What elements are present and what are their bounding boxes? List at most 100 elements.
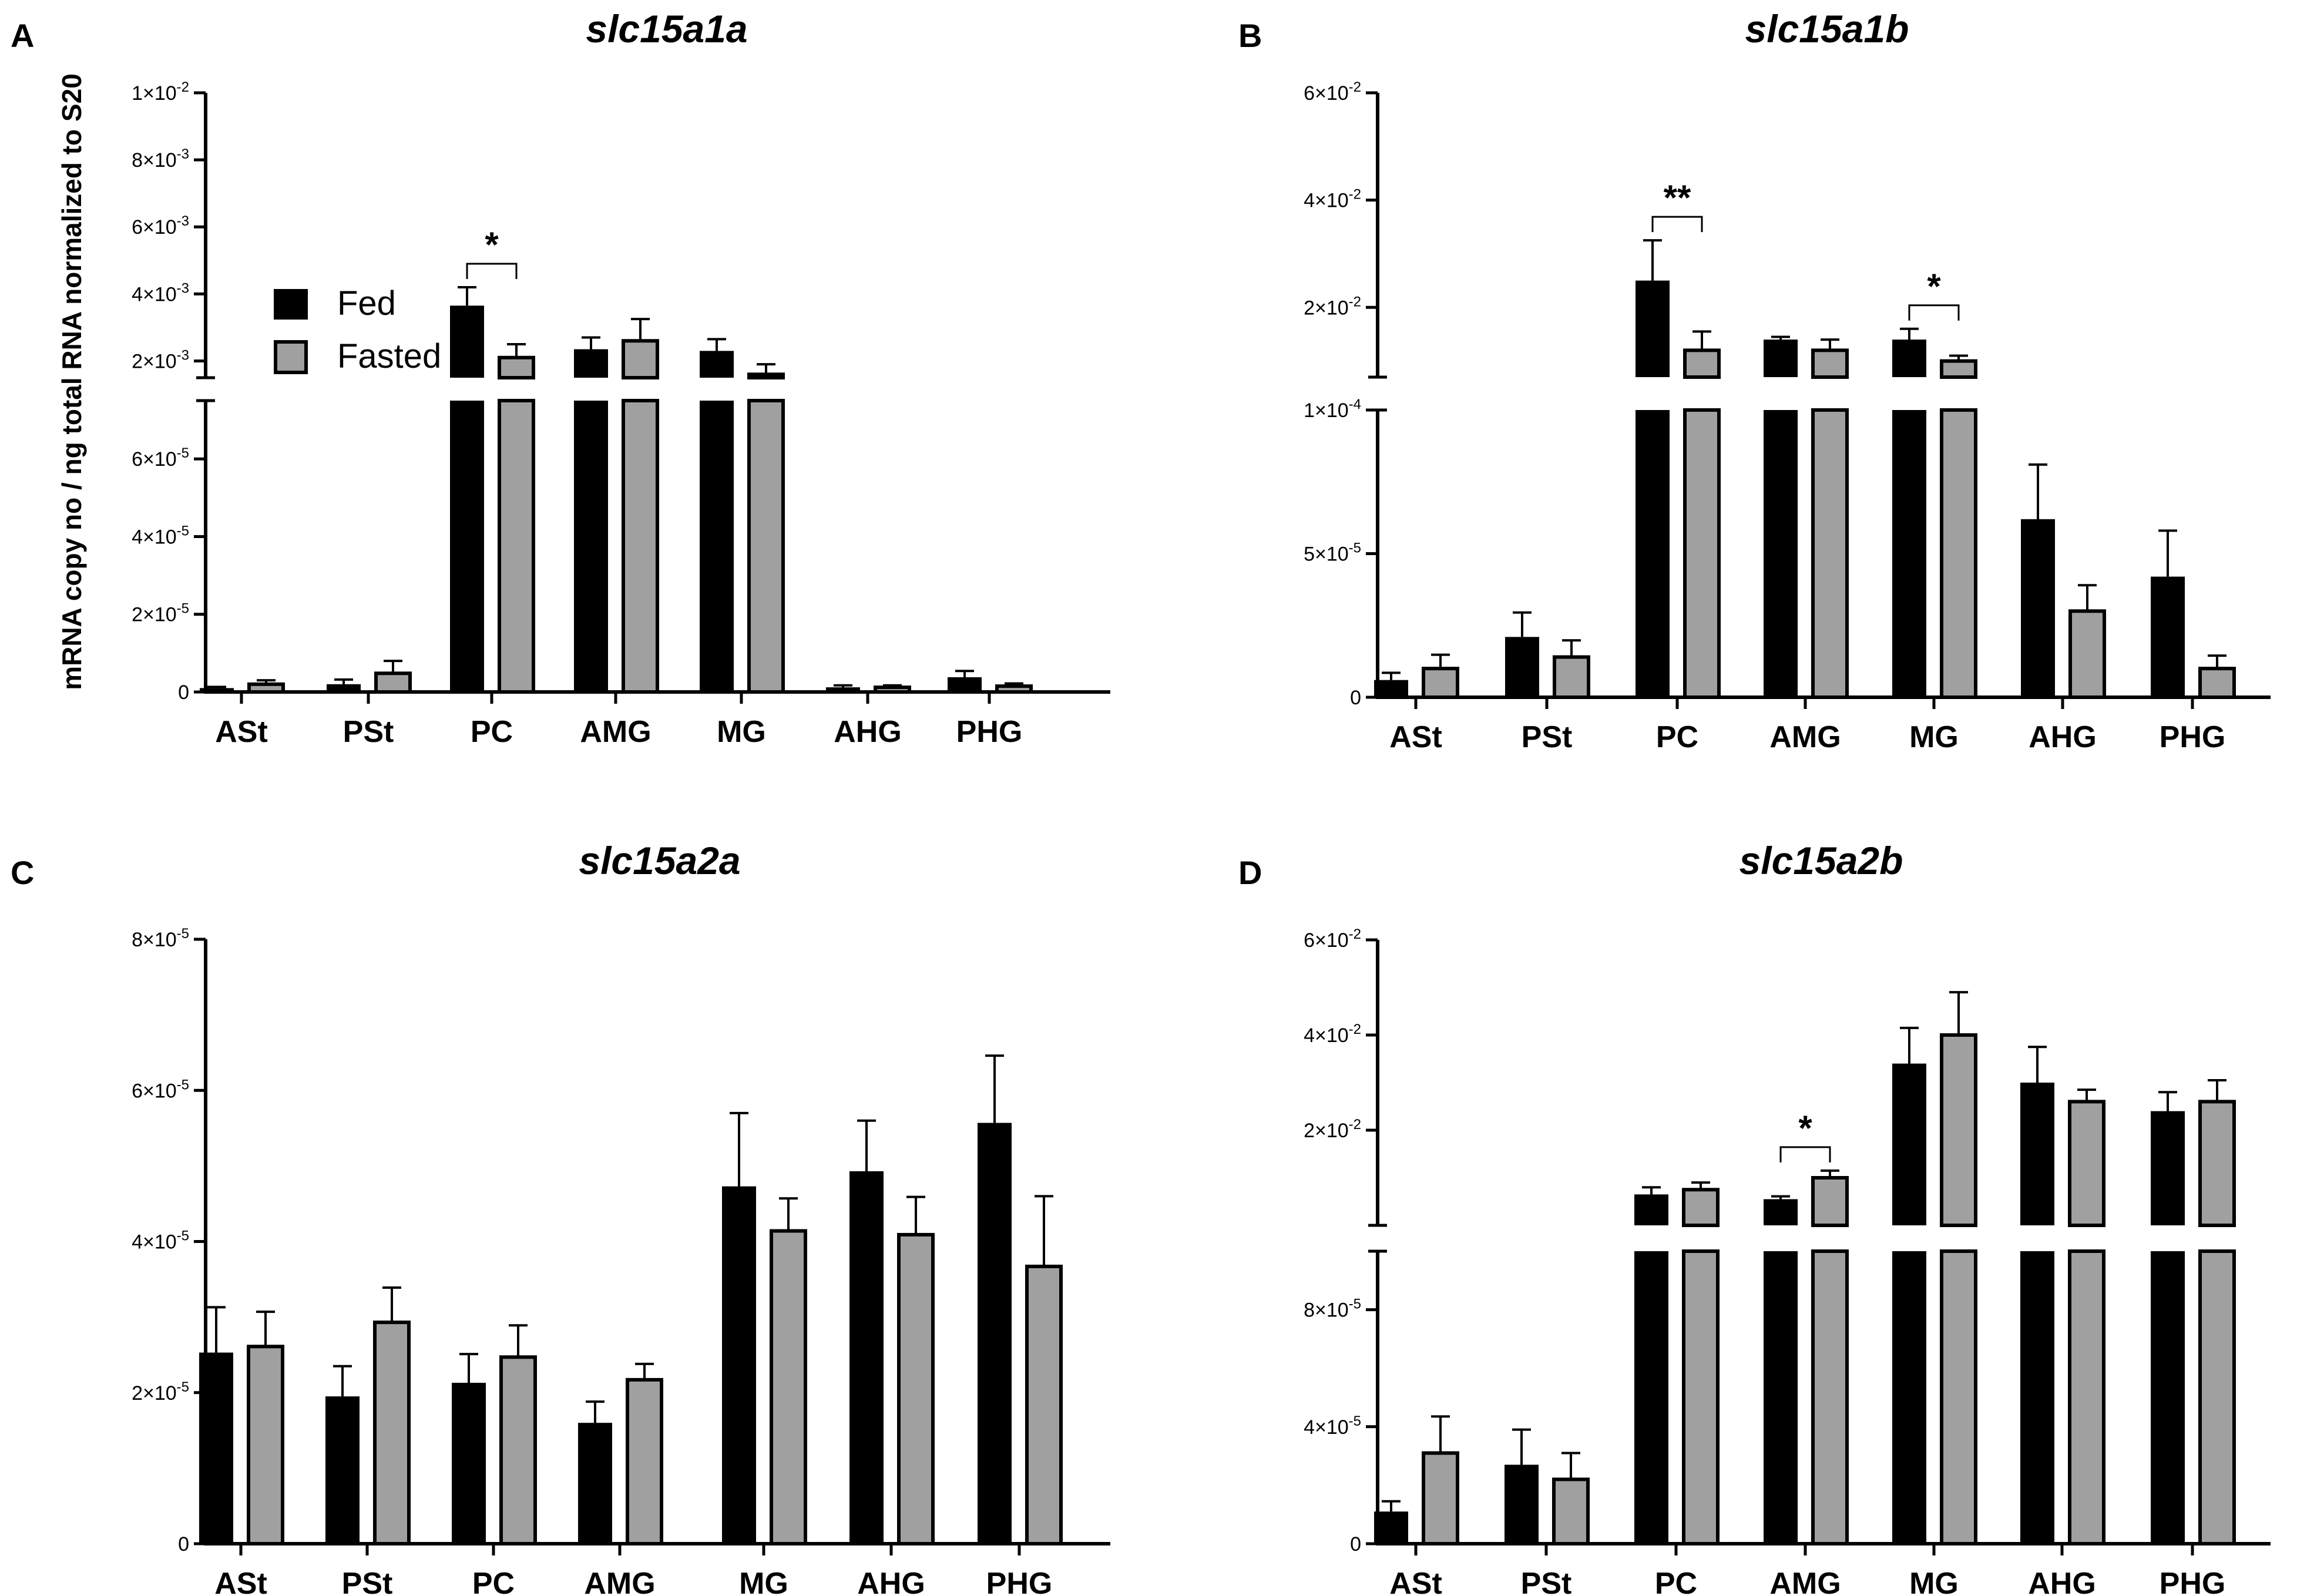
fed-bar-pst-b (1505, 637, 1539, 697)
fasted-bar-pst-a (374, 671, 412, 694)
fasted-bar-phg-a (995, 684, 1033, 694)
legend-fed-label: Fed (337, 284, 396, 322)
fed-bar-phg-a (948, 677, 982, 692)
fed-bar-amg-b (1764, 340, 1798, 377)
y-tick-label-main-3-c: 6×10-5 (132, 1077, 189, 1102)
y-tick-label-lower-2-d: 8×10-5 (1304, 1296, 1361, 1322)
fed-bar-pc-b-lower (1636, 410, 1670, 697)
x-tick-label-pst-d: PSt (1521, 1567, 1572, 1596)
fed-bar-pst-a (327, 684, 361, 692)
fed-bar-ahg-d-lower (2020, 1251, 2054, 1544)
fasted-bar-amg-c (626, 1377, 663, 1546)
x-tick-label-ahg-d: AHG (2028, 1567, 2096, 1596)
fed-bar-mg-a (700, 351, 734, 378)
fed-bar-ast-c (199, 1352, 233, 1544)
significance-pc-a-bracket (466, 263, 518, 279)
y-tick-label-lower-2-b: 1×10-4 (1304, 397, 1361, 422)
significance-amg-d-bracket (1779, 1146, 1831, 1162)
fed-bar-amg-d (1764, 1199, 1798, 1225)
fed-bar-pc-b (1636, 280, 1670, 377)
y-tick-label-upper-2-a: 6×10-3 (132, 213, 189, 238)
y-tick-label-lower-3-a: 6×10-5 (132, 445, 189, 471)
x-tick-label-pc-b: PC (1656, 720, 1698, 754)
y-tick-label-upper-1-d: 4×10-2 (1304, 1022, 1361, 1047)
fasted-bar-phg-b (2198, 667, 2236, 699)
fed-bar-phg-d (2151, 1111, 2185, 1225)
fed-bar-phg-b (2151, 576, 2185, 697)
fed-bar-pst-d (1505, 1464, 1539, 1544)
panel-title-c: slc15a2a (579, 839, 740, 882)
x-tick-label-phg-b: PHG (2160, 720, 2226, 754)
fed-bar-phg-c (978, 1123, 1012, 1544)
x-tick-label-mg-b: MG (1909, 720, 1959, 754)
x-tick-label-amg-c: AMG (584, 1567, 655, 1596)
x-tick-label-pst-c: PSt (342, 1567, 393, 1596)
significance-pc-b-label: ** (1664, 178, 1691, 217)
y-tick-label-upper-0-a: 2×10-3 (132, 347, 189, 372)
fasted-bar-phg-d-lower (2198, 1249, 2236, 1545)
x-tick-label-mg-c: MG (739, 1567, 788, 1596)
x-tick-label-phg-a: PHG (956, 715, 1023, 749)
x-tick-label-amg-a: AMG (580, 715, 651, 749)
fasted-bar-pc-c (499, 1355, 537, 1545)
x-tick-label-ahg-c: AHG (857, 1567, 925, 1596)
fed-bar-pc-d-lower (1634, 1251, 1668, 1544)
fed-bar-pc-a-lower (450, 401, 484, 692)
x-tick-label-ast-d: ASt (1389, 1567, 1442, 1596)
significance-mg-b-label: * (1927, 267, 1941, 306)
legend-fasted-label: Fasted (337, 337, 441, 375)
x-tick-label-pc-d: PC (1655, 1567, 1697, 1596)
fasted-bar-pc-d-lower (1682, 1249, 1720, 1545)
x-tick-label-pst-a: PSt (343, 715, 394, 749)
y-tick-label-lower-0-a: 0 (178, 681, 189, 704)
fed-bar-amg-a (574, 349, 608, 378)
legend: Fed Fasted (274, 284, 441, 375)
fasted-bar-ahg-d (2068, 1100, 2105, 1228)
fasted-bar-ast-b (1422, 667, 1459, 699)
panel-title-d: slc15a2b (1739, 839, 1903, 882)
fasted-bar-amg-d-lower (1811, 1249, 1849, 1545)
fasted-bar-pst-c (373, 1321, 411, 1545)
y-tick-label-upper-0-d: 2×10-2 (1304, 1117, 1361, 1142)
y-tick-label-upper-0-b: 2×10-2 (1304, 294, 1361, 319)
x-tick-label-ast-a: ASt (215, 715, 268, 749)
panel-letter-b: B (1238, 17, 1262, 54)
fed-bar-mg-c (722, 1186, 756, 1544)
y-tick-label-lower-1-a: 2×10-5 (132, 601, 189, 626)
fasted-bar-mg-d-lower (1940, 1249, 1977, 1545)
panel-title-a: slc15a1a (586, 7, 747, 51)
fed-bar-ast-d (1374, 1511, 1408, 1544)
y-tick-label-upper-2-b: 6×10-2 (1304, 79, 1361, 105)
fed-bar-mg-d-lower (1892, 1251, 1926, 1544)
fasted-bar-ahg-c (897, 1232, 935, 1546)
y-tick-label-main-1-c: 2×10-5 (132, 1379, 189, 1405)
fasted-bar-amg-b (1811, 348, 1849, 379)
x-tick-label-phg-d: PHG (2160, 1567, 2226, 1596)
y-tick-label-upper-1-b: 4×10-2 (1304, 187, 1361, 212)
legend-fasted-swatch (274, 340, 308, 374)
fasted-bar-mg-b-lower (1940, 408, 1977, 699)
x-tick-label-mg-a: MG (717, 715, 766, 749)
fed-bar-amg-c (578, 1423, 612, 1544)
fasted-bar-amg-d (1811, 1176, 1849, 1227)
fed-bar-pst-c (325, 1396, 360, 1544)
fed-bar-amg-b-lower (1764, 410, 1798, 697)
y-tick-label-upper-2-d: 6×10-2 (1304, 926, 1361, 952)
panel-letter-a: A (11, 17, 34, 54)
fed-bar-mg-b-lower (1892, 410, 1926, 697)
fed-bar-amg-d-lower (1764, 1251, 1798, 1544)
x-tick-label-ast-b: ASt (1389, 720, 1442, 754)
fed-bar-mg-a-lower (700, 401, 734, 692)
fasted-bar-phg-d (2198, 1100, 2236, 1228)
y-tick-label-main-4-c: 8×10-5 (132, 926, 189, 951)
fasted-bar-pc-a (498, 355, 535, 380)
fed-bar-mg-d (1892, 1063, 1926, 1225)
x-tick-label-amg-b: AMG (1769, 720, 1841, 754)
fed-bar-mg-b (1892, 340, 1926, 377)
fed-bar-ahg-c (849, 1171, 884, 1544)
y-tick-label-lower-1-b: 5×10-5 (1304, 540, 1361, 566)
